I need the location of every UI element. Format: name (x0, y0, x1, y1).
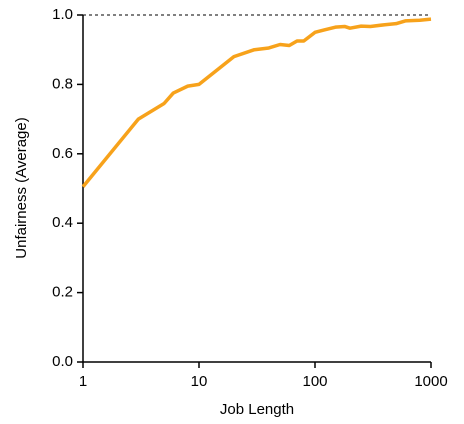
y-axis-label: Unfairness (Average) (13, 117, 30, 258)
data-line (81, 17, 432, 188)
y-tick-label: 0.6 (52, 145, 73, 162)
y-tick-label: 0.4 (52, 214, 73, 231)
x-axis-label: Job Length (220, 401, 294, 418)
y-tick-label: 0.2 (52, 284, 73, 301)
x-tick-label: 10 (191, 373, 208, 390)
x-tick-label: 1000 (414, 373, 447, 390)
x-tick-label: 1 (79, 373, 87, 390)
y-tick-label: 0.0 (52, 353, 73, 370)
y-tick-label: 0.8 (52, 75, 73, 92)
x-tick-label: 100 (302, 373, 327, 390)
y-tick-label: 1.0 (52, 6, 73, 23)
